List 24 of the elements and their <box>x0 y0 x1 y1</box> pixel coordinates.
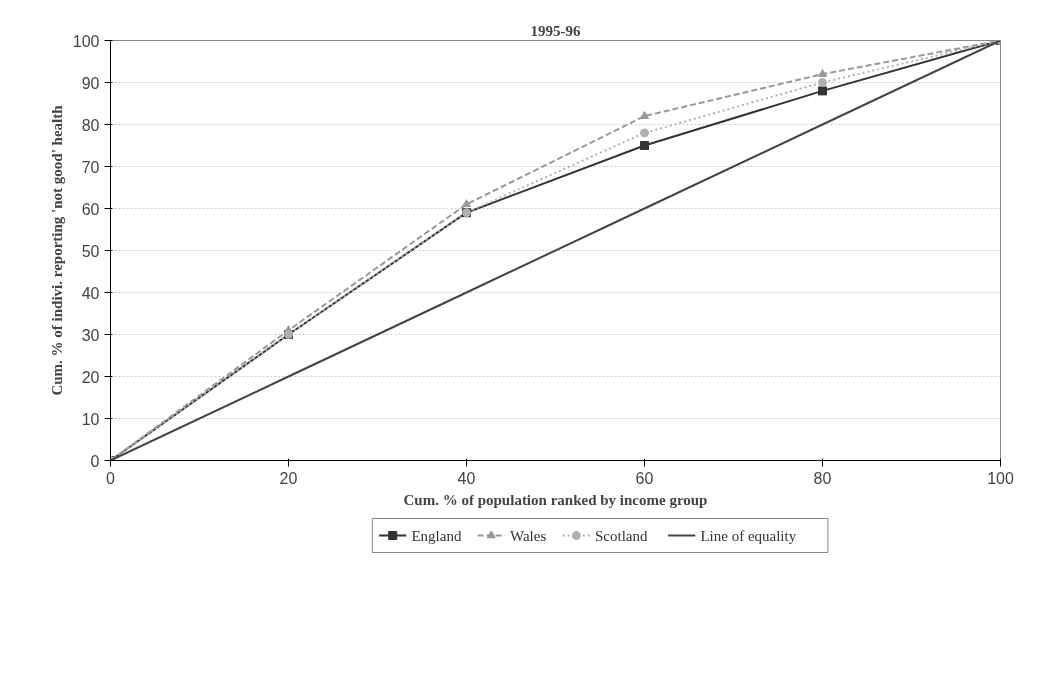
chart-title: 1995-96 <box>530 22 581 39</box>
x-tick-label: 40 <box>457 469 476 487</box>
y-tick-label: 30 <box>81 326 100 344</box>
x-tick-label: 80 <box>813 469 832 487</box>
x-tick-label: 60 <box>635 469 654 487</box>
y-tick-label: 70 <box>81 158 100 176</box>
y-tick-label: 100 <box>72 32 100 50</box>
y-tick-label: 60 <box>81 200 100 218</box>
x-tick-label: 20 <box>279 469 298 487</box>
x-tick-label: 0 <box>106 469 116 487</box>
y-tick-label: 20 <box>81 368 100 386</box>
y-tick-label: 80 <box>81 116 100 134</box>
y-axis-title: Cum. % of indivi. reporting 'not good' health <box>48 104 65 396</box>
legend-label: Line of equality <box>700 527 797 544</box>
legend-label: England <box>411 527 462 544</box>
y-tick-label: 10 <box>81 410 100 428</box>
legend-label: Scotland <box>595 527 648 544</box>
x-axis-title: Cum. % of population ranked by income group <box>403 491 708 508</box>
y-tick-label: 90 <box>81 74 100 92</box>
y-tick-label: 50 <box>81 242 100 260</box>
legend-label: Wales <box>510 527 547 544</box>
x-tick-label: 100 <box>987 469 1014 487</box>
y-tick-label: 0 <box>90 452 100 470</box>
y-tick-label: 40 <box>81 284 100 302</box>
